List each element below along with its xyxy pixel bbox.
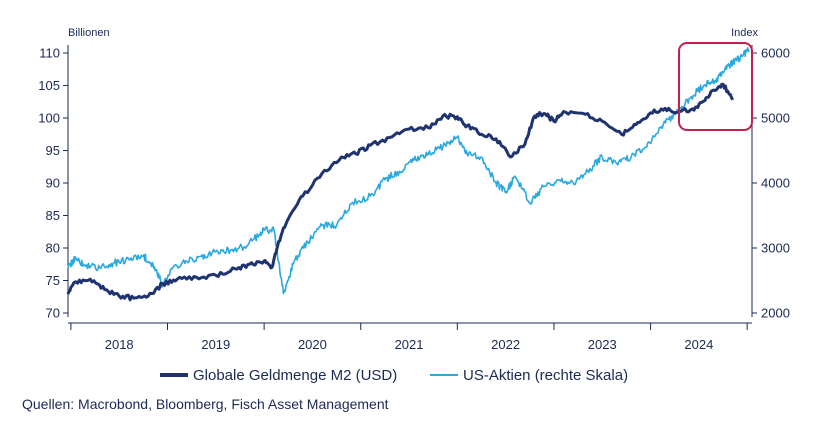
right-y-axis: 2000 3000 4000 5000 6000 — [751, 45, 790, 321]
left-tick-label: 85 — [46, 208, 60, 223]
left-tick-label: 70 — [46, 306, 60, 321]
right-tick-label: 2000 — [761, 306, 790, 321]
left-tick-label: 110 — [39, 46, 60, 61]
right-tick-label: 5000 — [761, 111, 790, 126]
left-tick-label: 90 — [46, 176, 60, 191]
right-tick-label: 6000 — [761, 46, 790, 61]
legend: Globale Geldmenge M2 (USD) US-Aktien (re… — [160, 367, 628, 384]
left-tick-label: 80 — [46, 241, 60, 256]
left-tick-label: 75 — [46, 273, 60, 288]
legend-label-m2: Globale Geldmenge M2 (USD) — [193, 367, 397, 384]
x-tick-label: 2019 — [201, 337, 230, 352]
highlight-box — [678, 42, 753, 131]
x-axis: 2018 2019 2020 2021 2022 2023 2024 — [68, 322, 752, 352]
series-line-us-stocks — [67, 46, 750, 295]
left-tick-label: 100 — [38, 111, 60, 126]
left-y-axis: 70 75 80 85 90 95 100 105 110 — [38, 45, 69, 321]
source-note: Quellen: Macrobond, Bloomberg, Fisch Ass… — [22, 396, 389, 412]
right-tick-label: 3000 — [761, 241, 790, 256]
x-tick-label: 2020 — [298, 337, 327, 352]
series-line-global-m2 — [66, 82, 735, 302]
x-tick-label: 2018 — [105, 337, 134, 352]
x-tick-label: 2024 — [684, 337, 713, 352]
right-tick-label: 4000 — [761, 176, 790, 191]
x-tick-label: 2022 — [491, 337, 520, 352]
left-tick-label: 95 — [46, 143, 60, 158]
x-tick-label: 2023 — [588, 337, 617, 352]
legend-label-stocks: US-Aktien (rechte Skala) — [463, 367, 628, 384]
left-axis-unit: Billionen — [68, 27, 110, 39]
x-tick-label: 2021 — [395, 337, 424, 352]
right-axis-unit: Index — [731, 27, 758, 39]
left-tick-label: 105 — [38, 78, 60, 93]
